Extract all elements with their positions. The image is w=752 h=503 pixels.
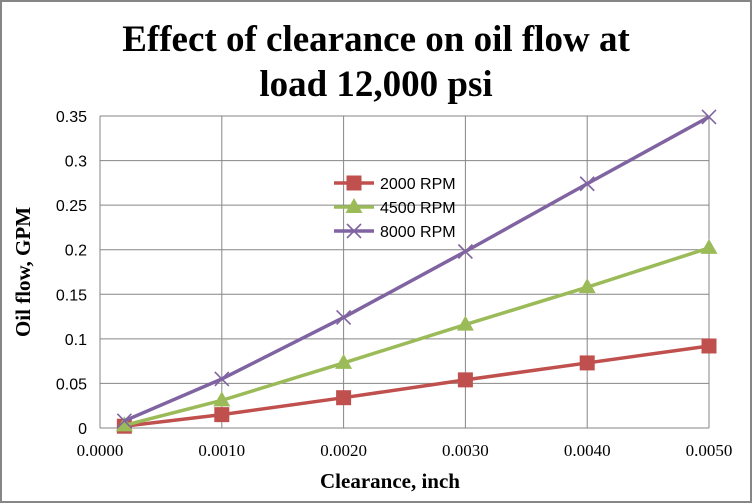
x-tick-label: 0.0030 <box>442 441 489 460</box>
y-tick-labels: 0 0.05 0.1 0.15 0.2 0.25 0.3 0.35 <box>56 109 87 438</box>
data-point-triangle <box>456 315 474 331</box>
series-line <box>123 115 710 423</box>
data-point-x <box>336 309 352 326</box>
data-point-x <box>214 371 230 387</box>
y-tick-label: 0.2 <box>65 243 87 260</box>
data-point-square <box>701 338 717 354</box>
legend-item: 2000 RPM <box>334 175 456 193</box>
x-tick-label: 0.0020 <box>320 441 367 460</box>
legend-label: 4500 RPM <box>380 200 456 217</box>
x-tick-label: 0.0010 <box>198 441 245 460</box>
data-point-triangle <box>345 198 363 213</box>
gridlines <box>99 115 710 429</box>
data-point-square <box>214 407 230 423</box>
data-point-x <box>701 109 717 125</box>
data-point-triangle <box>578 278 596 294</box>
series-8000-rpm <box>116 109 717 429</box>
series-group <box>115 109 718 434</box>
legend-label: 8000 RPM <box>380 224 456 241</box>
legend: 2000 RPM 4500 RPM 8000 RPM <box>334 175 456 241</box>
data-point-triangle <box>700 238 718 254</box>
data-point-x <box>346 223 362 239</box>
chart-title-line1: Effect of clearance on oil flow at <box>122 19 630 60</box>
x-tick-label: 0.0040 <box>564 441 611 460</box>
data-point-x <box>116 413 132 429</box>
data-point-square <box>457 372 473 388</box>
y-tick-label: 0.35 <box>56 109 87 126</box>
data-point-square <box>579 355 595 371</box>
data-point-square <box>346 175 362 191</box>
series-line <box>124 344 710 428</box>
x-tick-label: 0.0050 <box>686 441 733 460</box>
y-tick-label: 0.15 <box>56 287 87 304</box>
data-point-triangle <box>213 391 231 407</box>
y-tick-label: 0.05 <box>56 376 87 393</box>
y-tick-label: 0 <box>78 421 87 438</box>
y-tick-label: 0.1 <box>65 332 87 349</box>
data-point-triangle <box>335 353 353 369</box>
series-2000-rpm <box>116 338 717 434</box>
data-point-triangle <box>115 416 133 432</box>
x-tick-label: 0.0000 <box>77 441 124 460</box>
series-4500-rpm <box>115 238 718 432</box>
x-tick-labels: 0.0000 0.0010 0.0020 0.0030 0.0040 0.0050 <box>77 441 733 460</box>
legend-item: 4500 RPM <box>334 198 456 217</box>
x-axis-label: Clearance, inch <box>320 469 460 493</box>
data-point-x <box>579 176 595 192</box>
legend-label: 2000 RPM <box>380 176 456 193</box>
chart-title-line2: load 12,000 psi <box>259 64 493 105</box>
y-tick-label: 0.25 <box>56 198 87 215</box>
series-line <box>123 246 710 428</box>
legend-item: 8000 RPM <box>334 223 456 241</box>
y-axis-label: Oil flow, GPM <box>11 207 35 337</box>
data-point-square <box>336 390 352 406</box>
data-point-x <box>457 243 473 260</box>
y-tick-label: 0.3 <box>65 154 87 171</box>
